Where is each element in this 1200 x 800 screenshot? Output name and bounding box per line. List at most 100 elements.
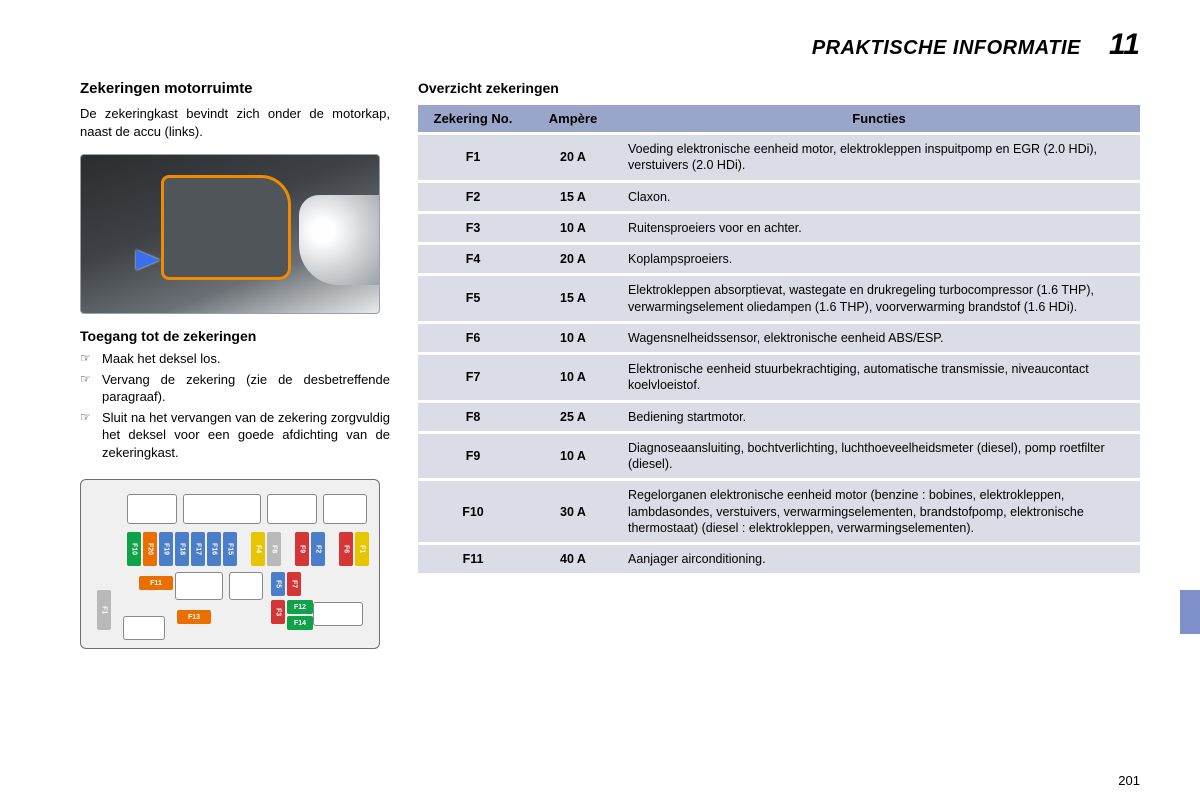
fusebox-outline: [161, 175, 291, 280]
fusebox-photo: [80, 154, 380, 314]
page-number: 201: [1118, 773, 1140, 788]
arrow-icon: [136, 250, 160, 270]
cell-fuse-no: F4: [418, 245, 528, 273]
th-function: Functies: [618, 105, 1140, 132]
chapter-number: 11: [1109, 28, 1140, 62]
fuse-f6: F6: [339, 532, 353, 566]
table-row: F215 AClaxon.: [418, 183, 1140, 211]
cell-fuse-no: F9: [418, 434, 528, 479]
table-body: F120 AVoeding elektronische eenheid moto…: [418, 135, 1140, 573]
table-row: F515 AElektrokleppen absorptievat, waste…: [418, 276, 1140, 321]
cell-ampere: 40 A: [528, 545, 618, 573]
fuse-diagram: F10F20F19F18F17F16F15F4F8F9F2F6F1F5F7F3F…: [80, 479, 380, 649]
side-tab: [1180, 590, 1200, 634]
steps-list: Maak het deksel los. Vervang de zekering …: [80, 350, 390, 461]
fuse-empty-slot: [183, 494, 261, 524]
fuse-f4: F4: [251, 532, 265, 566]
cell-fuse-no: F5: [418, 276, 528, 321]
cell-fuse-no: F6: [418, 324, 528, 352]
cell-ampere: 10 A: [528, 355, 618, 400]
cell-ampere: 10 A: [528, 214, 618, 242]
cell-ampere: 10 A: [528, 324, 618, 352]
cell-ampere: 25 A: [528, 403, 618, 431]
right-column: Overzicht zekeringen Zekering No. Ampère…: [418, 80, 1140, 649]
fuse-f13: F13: [177, 610, 211, 624]
cell-ampere: 15 A: [528, 183, 618, 211]
left-column: Zekeringen motorruimte De zekeringkast b…: [80, 80, 390, 649]
fuse-f1: F1: [355, 532, 369, 566]
fuse-empty-slot: [229, 572, 263, 600]
cell-function: Bediening startmotor.: [618, 403, 1140, 431]
fuse-f3: F3: [271, 600, 285, 624]
table-row: F825 ABediening startmotor.: [418, 403, 1140, 431]
fuse-empty-slot: [175, 572, 223, 600]
cell-function: Claxon.: [618, 183, 1140, 211]
fuse-f7: F7: [287, 572, 301, 596]
table-row: F910 ADiagnoseaansluiting, bochtverlicht…: [418, 434, 1140, 479]
fuse-f16: F16: [207, 532, 221, 566]
th-fuse-no: Zekering No.: [418, 105, 528, 132]
cell-fuse-no: F11: [418, 545, 528, 573]
cell-function: Diagnoseaansluiting, bochtverlichting, l…: [618, 434, 1140, 479]
cell-fuse-no: F8: [418, 403, 528, 431]
cell-fuse-no: F3: [418, 214, 528, 242]
fuse-empty-slot: [127, 494, 177, 524]
cell-ampere: 10 A: [528, 434, 618, 479]
cell-fuse-no: F1: [418, 135, 528, 180]
cell-function: Elektrokleppen absorptievat, wastegate e…: [618, 276, 1140, 321]
table-row: F1140 AAanjager airconditioning.: [418, 545, 1140, 573]
fuse-f1: F1: [97, 590, 111, 630]
fuse-f5: F5: [271, 572, 285, 596]
cell-function: Aanjager airconditioning.: [618, 545, 1140, 573]
intro-text: De zekeringkast bevindt zich onder de mo…: [80, 105, 390, 140]
table-row: F610 AWagensnelheidssensor, elektronisch…: [418, 324, 1140, 352]
cell-fuse-no: F10: [418, 481, 528, 542]
access-heading: Toegang tot de zekeringen: [80, 328, 390, 344]
cell-function: Koplampsproeiers.: [618, 245, 1140, 273]
step-item: Sluit na het vervangen van de zekering z…: [80, 409, 390, 462]
fuse-f9: F9: [295, 532, 309, 566]
cell-function: Voeding elektronische eenheid motor, ele…: [618, 135, 1140, 180]
cell-ampere: 20 A: [528, 245, 618, 273]
fuse-f10: F10: [127, 532, 141, 566]
table-row: F710 AElektronische eenheid stuurbekrach…: [418, 355, 1140, 400]
chapter-title: PRAKTISCHE INFORMATIE: [812, 37, 1081, 60]
headlight-shape: [299, 195, 379, 285]
table-row: F1030 ARegelorganen elektronische eenhei…: [418, 481, 1140, 542]
content-columns: Zekeringen motorruimte De zekeringkast b…: [80, 80, 1140, 649]
fuse-f17: F17: [191, 532, 205, 566]
fuse-f20: F20: [143, 532, 157, 566]
step-item: Vervang de zekering (zie de desbetreffen…: [80, 371, 390, 406]
table-row: F420 AKoplampsproeiers.: [418, 245, 1140, 273]
cell-ampere: 30 A: [528, 481, 618, 542]
cell-fuse-no: F2: [418, 183, 528, 211]
fuse-f19: F19: [159, 532, 173, 566]
fuse-f8: F8: [267, 532, 281, 566]
cell-ampere: 15 A: [528, 276, 618, 321]
cell-fuse-no: F7: [418, 355, 528, 400]
cell-function: Elektronische eenheid stuurbekrachtiging…: [618, 355, 1140, 400]
fuse-table: Zekering No. Ampère Functies F120 AVoedi…: [418, 102, 1140, 576]
table-row: F120 AVoeding elektronische eenheid moto…: [418, 135, 1140, 180]
fuse-empty-slot: [267, 494, 317, 524]
fuse-f12: F12: [287, 600, 313, 614]
fuse-f11: F11: [139, 576, 173, 590]
page-header: PRAKTISCHE INFORMATIE 11: [80, 28, 1140, 62]
fuse-f14: F14: [287, 616, 313, 630]
fuse-f18: F18: [175, 532, 189, 566]
fuse-empty-slot: [123, 616, 165, 640]
section-heading: Zekeringen motorruimte: [80, 80, 390, 97]
cell-function: Wagensnelheidssensor, elektronische eenh…: [618, 324, 1140, 352]
fuse-empty-slot: [313, 602, 363, 626]
table-header-row: Zekering No. Ampère Functies: [418, 105, 1140, 132]
cell-function: Regelorganen elektronische eenheid motor…: [618, 481, 1140, 542]
fuse-f2: F2: [311, 532, 325, 566]
cell-function: Ruitensproeiers voor en achter.: [618, 214, 1140, 242]
table-caption: Overzicht zekeringen: [418, 80, 1140, 96]
fuse-f15: F15: [223, 532, 237, 566]
fuse-empty-slot: [323, 494, 367, 524]
table-row: F310 ARuitensproeiers voor en achter.: [418, 214, 1140, 242]
step-item: Maak het deksel los.: [80, 350, 390, 368]
cell-ampere: 20 A: [528, 135, 618, 180]
th-ampere: Ampère: [528, 105, 618, 132]
